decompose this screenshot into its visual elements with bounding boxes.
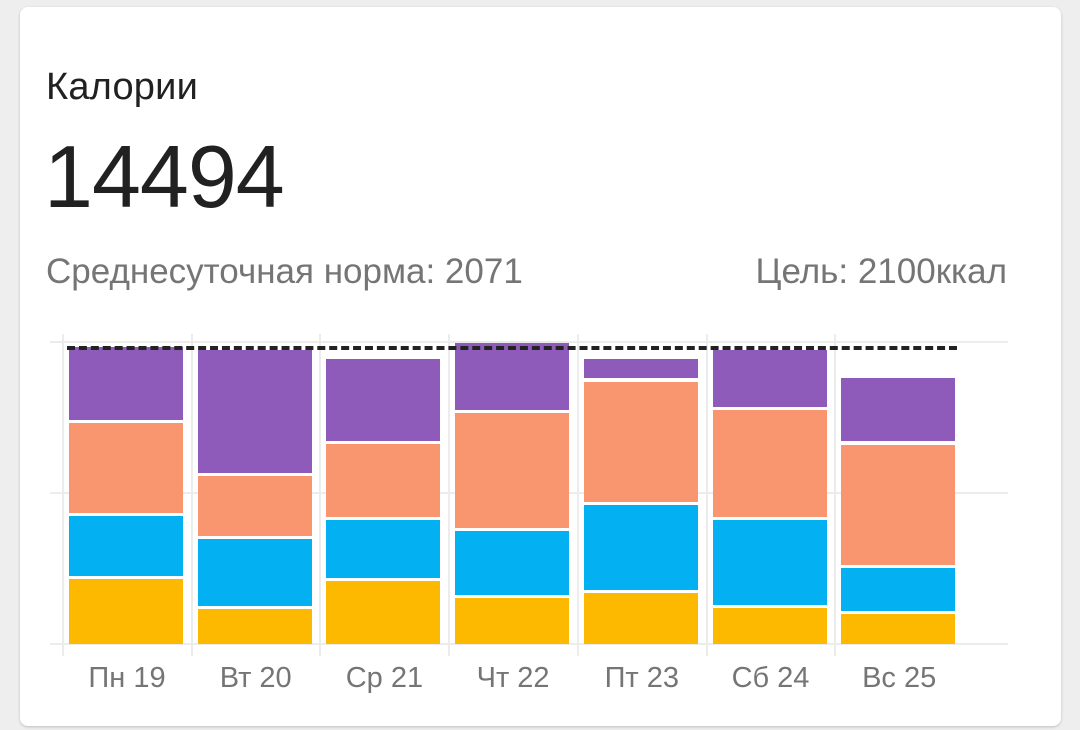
bar-segment bbox=[841, 614, 956, 644]
total-calories: 14494 bbox=[44, 127, 285, 226]
bar-segment bbox=[69, 515, 183, 576]
bar-segment bbox=[326, 520, 441, 579]
bar-segment bbox=[841, 444, 956, 565]
bar-segment bbox=[455, 343, 570, 410]
daily-average-label: Среднесуточная норма: 2071 bbox=[46, 252, 523, 291]
bar-1[interactable] bbox=[69, 347, 183, 644]
bar-segment bbox=[326, 359, 441, 442]
bar-segment bbox=[455, 530, 570, 595]
bar-segment bbox=[69, 347, 183, 421]
bar-segment bbox=[712, 350, 827, 408]
bar-segment bbox=[583, 359, 698, 379]
bar-segment bbox=[455, 597, 570, 644]
bar-3[interactable] bbox=[326, 359, 441, 644]
goal-label: Цель: 2100ккал bbox=[755, 252, 1007, 291]
bar-segment bbox=[197, 476, 312, 537]
bar-segment bbox=[69, 423, 183, 513]
bar-segment bbox=[583, 504, 698, 591]
bar-segment bbox=[197, 539, 312, 606]
bar-segment bbox=[583, 593, 698, 644]
bar-segment bbox=[841, 377, 956, 442]
bar-segment bbox=[197, 350, 312, 474]
bar-segment bbox=[326, 581, 441, 644]
bar-2[interactable] bbox=[197, 350, 312, 644]
bar-segment bbox=[455, 412, 570, 528]
bar-segment bbox=[841, 567, 956, 612]
bar-7[interactable] bbox=[841, 377, 956, 644]
bar-6[interactable] bbox=[712, 350, 827, 644]
bar-segment bbox=[712, 410, 827, 518]
bar-segment bbox=[326, 444, 441, 518]
bar-segment bbox=[712, 520, 827, 605]
card-title: Калории bbox=[46, 66, 198, 108]
bar-segment bbox=[583, 381, 698, 502]
bar-5[interactable] bbox=[583, 359, 698, 644]
bar-segment bbox=[197, 608, 312, 644]
bar-segment bbox=[712, 607, 827, 644]
bar-segment bbox=[69, 578, 183, 644]
bar-4[interactable] bbox=[455, 343, 570, 644]
